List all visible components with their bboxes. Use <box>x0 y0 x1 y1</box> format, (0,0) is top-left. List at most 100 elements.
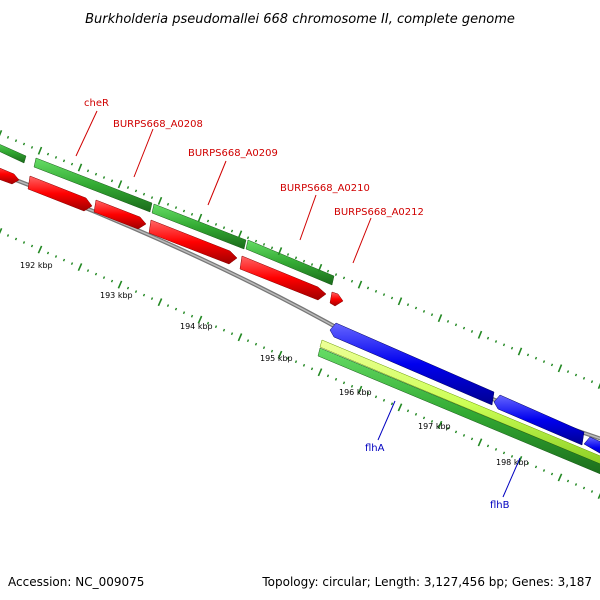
minor-tick <box>406 303 410 307</box>
minor-tick <box>574 373 578 377</box>
gene-forward[interactable] <box>151 203 247 250</box>
minor-tick <box>150 196 154 199</box>
gene-label-A0208[interactable]: BURPS668_A0208 <box>113 119 203 130</box>
minor-tick <box>422 310 426 313</box>
minor-tick <box>302 259 306 263</box>
minor-tick <box>126 186 130 189</box>
gene-label-A0210[interactable]: BURPS668_A0210 <box>280 183 370 194</box>
minor-tick <box>550 363 554 367</box>
minor-tick <box>374 289 378 293</box>
cds-forward[interactable] <box>329 291 344 307</box>
minor-tick <box>22 241 26 244</box>
minor-tick <box>462 326 466 330</box>
forward-gene-labels: cheR BURPS668_A0208 BURPS668_A0209 BURPS… <box>75 98 424 264</box>
minor-tick <box>582 486 586 490</box>
minor-tick <box>254 342 258 346</box>
cds-reverse[interactable] <box>329 322 495 406</box>
gene-label-A0209[interactable]: BURPS668_A0209 <box>188 148 278 159</box>
major-tick <box>597 382 600 390</box>
minor-tick <box>190 314 194 318</box>
forward-gene-track <box>0 140 335 286</box>
minor-tick <box>206 321 210 325</box>
gene-forward[interactable] <box>245 239 335 286</box>
major-tick <box>157 298 163 307</box>
minor-tick <box>454 323 458 327</box>
gene-label-A0212[interactable]: BURPS668_A0212 <box>334 207 424 218</box>
major-tick <box>157 196 163 205</box>
gene-reverse[interactable] <box>317 347 600 478</box>
minor-tick <box>102 276 106 279</box>
minor-tick <box>126 286 130 290</box>
minor-tick <box>230 332 234 336</box>
cds-forward[interactable] <box>93 199 147 230</box>
major-tick <box>0 129 3 137</box>
minor-tick <box>102 176 106 179</box>
cds-forward[interactable] <box>239 255 327 301</box>
cds-forward[interactable] <box>27 175 93 212</box>
major-tick <box>517 455 523 464</box>
scale-label-197: 197 kbp <box>418 422 451 431</box>
minor-tick <box>526 353 530 357</box>
minor-tick <box>422 416 426 420</box>
scale-label-196: 196 kbp <box>339 388 372 397</box>
minor-tick <box>462 434 466 437</box>
minor-tick <box>166 202 170 206</box>
minor-tick <box>86 269 90 272</box>
gene-label-flhA[interactable]: flhA <box>365 443 385 454</box>
minor-tick <box>366 391 370 395</box>
minor-tick <box>590 490 594 493</box>
cds-forward[interactable] <box>148 219 238 265</box>
minor-tick <box>470 330 474 333</box>
gene-forward[interactable] <box>0 140 27 164</box>
minor-tick <box>486 444 490 448</box>
cds-reverse[interactable] <box>493 394 585 446</box>
minor-tick <box>542 469 546 472</box>
minor-tick <box>334 273 338 276</box>
gene-forward[interactable] <box>33 157 153 213</box>
gene-label-cheR[interactable]: cheR <box>84 98 109 109</box>
major-tick <box>557 473 563 482</box>
minor-tick <box>70 162 74 166</box>
minor-tick <box>566 370 570 373</box>
minor-tick <box>174 307 178 311</box>
gene-reverse-highlight[interactable] <box>319 339 600 468</box>
minor-tick <box>542 360 546 363</box>
minor-tick <box>550 472 554 476</box>
minor-tick <box>54 255 58 258</box>
major-tick <box>77 163 83 172</box>
minor-tick <box>334 377 338 381</box>
minor-tick <box>254 239 258 243</box>
minor-tick <box>6 135 10 139</box>
minor-tick <box>54 156 58 159</box>
minor-tick <box>390 296 394 300</box>
minor-tick <box>214 325 218 329</box>
major-tick <box>357 385 363 394</box>
gene-label-flhB[interactable]: flhB <box>490 500 510 511</box>
minor-tick <box>110 179 114 183</box>
cds-reverse[interactable] <box>583 436 600 459</box>
minor-tick <box>294 360 298 364</box>
minor-tick <box>206 219 210 223</box>
major-tick <box>197 315 203 324</box>
major-tick <box>437 314 443 323</box>
major-tick <box>197 213 203 222</box>
major-tick <box>397 297 403 306</box>
minor-tick <box>510 455 514 458</box>
major-tick <box>37 245 43 254</box>
minor-tick <box>190 212 194 216</box>
minor-tick <box>350 384 354 388</box>
major-tick <box>477 438 483 447</box>
minor-tick <box>502 451 506 455</box>
scale-label-192: 192 kbp <box>20 261 53 270</box>
minor-tick <box>534 465 538 469</box>
minor-tick <box>30 244 34 248</box>
minor-tick <box>310 263 314 266</box>
minor-tick <box>526 462 530 465</box>
minor-tick <box>110 279 114 283</box>
minor-tick <box>46 152 50 156</box>
minor-tick <box>182 311 186 315</box>
reverse-cds-track <box>329 322 600 459</box>
major-tick <box>0 227 3 235</box>
cds-forward[interactable] <box>0 164 20 185</box>
